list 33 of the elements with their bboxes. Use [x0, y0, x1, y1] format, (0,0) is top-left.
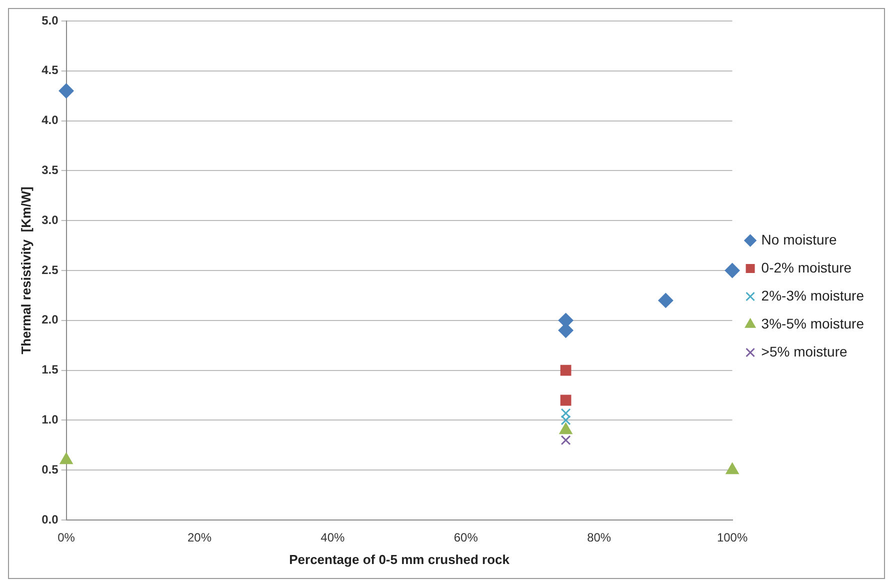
point	[658, 292, 674, 308]
point	[726, 462, 739, 474]
legend-label: No moisture	[761, 231, 837, 248]
y-tick-label: 3.5	[42, 163, 59, 178]
y-tick-label: 1.5	[42, 362, 59, 377]
x-tick-label: 80%	[587, 530, 612, 545]
y-axis-title: Thermal resistivity [Km/W]	[18, 186, 34, 354]
legend-label: 0-2% moisture	[761, 259, 852, 276]
y-tick-label: 3.0	[42, 212, 59, 227]
x-tick-label: 20%	[187, 530, 212, 545]
point	[60, 452, 73, 464]
x-tick-label: 40%	[320, 530, 346, 545]
legend-label: 2%-3% moisture	[761, 287, 864, 304]
point	[559, 422, 572, 434]
legend-label: 3%-5% moisture	[761, 315, 864, 332]
x-axis-title: Percentage of 0-5 mm crushed rock	[289, 552, 510, 567]
point	[560, 364, 572, 376]
x-tick-label: 0%	[58, 530, 76, 545]
y-tick-label: 2.0	[42, 312, 59, 327]
y-tick-label: 4.0	[42, 113, 59, 128]
y-tick-label: 0.0	[42, 512, 59, 526]
y-tick-label: 1.0	[42, 412, 59, 427]
point	[724, 263, 740, 278]
y-tick-label: 0.5	[42, 462, 59, 476]
y-tick-label: 4.5	[42, 63, 59, 78]
x-tick-label: 60%	[454, 530, 478, 545]
x-tick-label: 100%	[716, 530, 748, 545]
point	[560, 394, 572, 406]
legend-label: >5% moisture	[761, 343, 848, 360]
y-tick-label: 5.0	[42, 13, 59, 28]
point	[560, 435, 571, 446]
y-tick-label: 2.5	[42, 262, 59, 277]
point	[58, 83, 74, 98]
